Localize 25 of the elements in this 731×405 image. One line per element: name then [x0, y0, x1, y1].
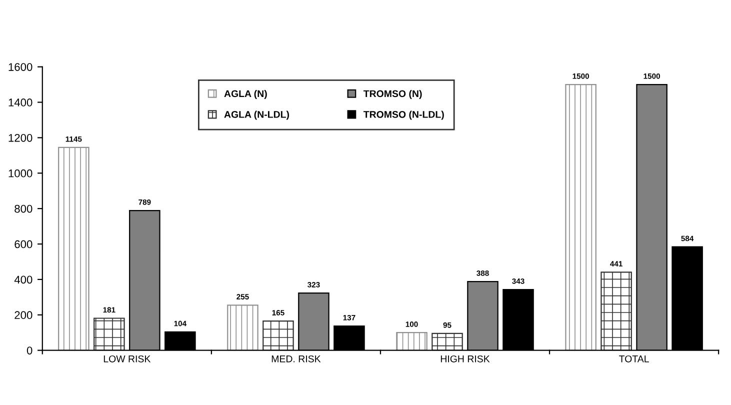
y-tick-label: 1600 [8, 63, 32, 71]
y-tick-label: 400 [14, 276, 32, 284]
y-tick-label: 1200 [8, 134, 32, 142]
y-tick-label: 1400 [8, 98, 32, 106]
y-tick-label: 600 [14, 240, 32, 248]
y-tick-label: 1000 [8, 169, 32, 178]
y-tick-label: 200 [14, 311, 32, 320]
x-tick-label: TOTAL [619, 355, 649, 362]
bar [58, 146, 90, 350]
legend-label: TROMSO (N) [363, 90, 422, 100]
bar [94, 318, 125, 350]
legend-label: TROMSO (N-LDL) [363, 110, 444, 120]
x-tick-label: HIGH RISK [440, 355, 490, 362]
x-tick-label: MED. RISK [272, 355, 321, 362]
bar [565, 84, 596, 350]
x-tick-label: LOW RISK [104, 355, 151, 362]
bar [262, 320, 294, 350]
bar [227, 304, 258, 350]
bar [432, 332, 463, 350]
bar [396, 332, 428, 350]
bar [600, 272, 632, 350]
y-tick-label: 800 [14, 204, 32, 213]
legend-label: AGLA (N) [224, 90, 267, 100]
y-tick-label: 0 [26, 346, 32, 354]
legend-label: AGLA (N-LDL) [224, 110, 289, 120]
